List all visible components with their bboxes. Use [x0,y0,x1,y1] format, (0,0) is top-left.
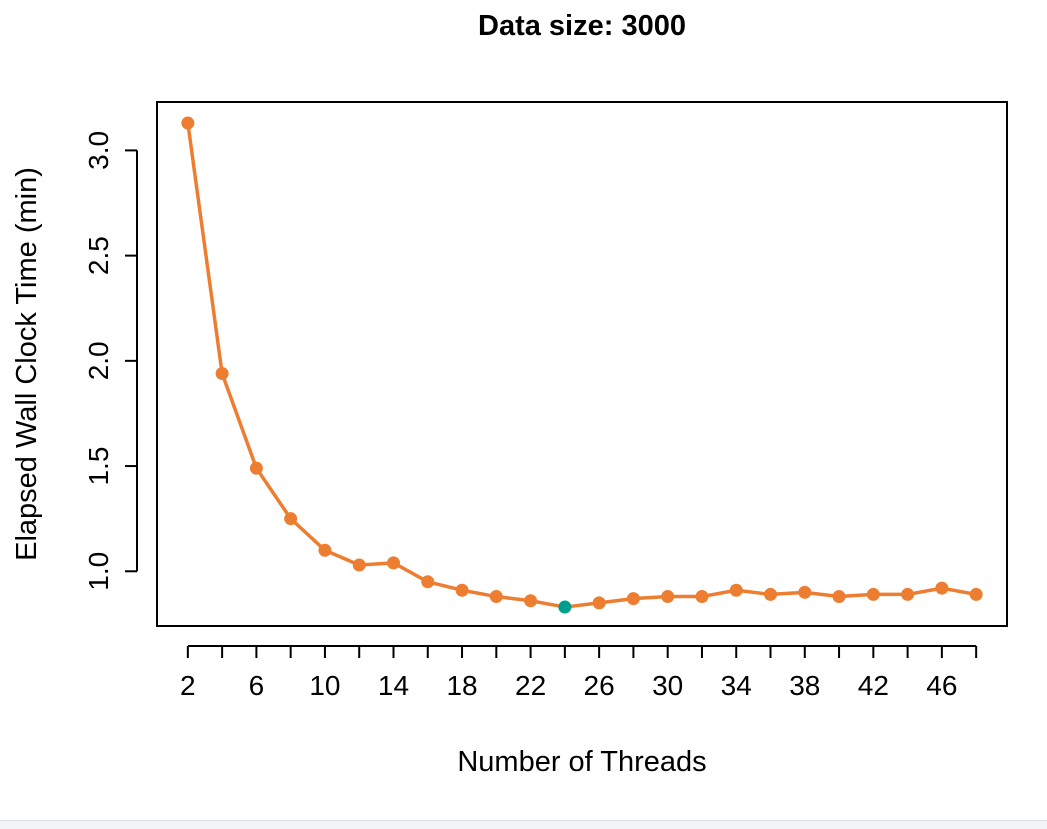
data-point [866,587,880,601]
y-tick-label: 2.5 [83,236,114,275]
x-tick-label: 18 [446,670,477,701]
data-point [626,592,640,606]
y-axis: 1.0 1.5 2.0 2.5 3.0 [83,131,138,591]
x-axis-label: Number of Threads [457,746,706,778]
data-point [592,596,606,610]
bottom-strip [0,820,1047,829]
data-point [386,556,400,570]
y-tick-label: 2.0 [83,341,114,380]
data-point [489,590,503,604]
data-point [764,587,778,601]
x-tick-label: 42 [858,670,889,701]
x-axis: 2 6 10 14 18 22 26 30 34 38 42 46 [180,645,978,701]
y-axis-label: Elapsed Wall Clock Time (min) [11,167,43,561]
x-tick-label: 2 [180,670,196,701]
data-point [729,583,743,597]
series-line [186,122,977,609]
highlight-point [558,600,572,614]
x-tick-label: 30 [652,670,683,701]
plot-frame [156,101,1008,627]
data-point [352,558,366,572]
series-layer [181,116,983,614]
data-point [524,594,538,608]
x-tick-label: 26 [584,670,615,701]
data-point [901,587,915,601]
data-point [215,366,229,380]
y-tick-label: 1.0 [83,552,114,591]
data-point [318,543,332,557]
data-point [455,583,469,597]
data-point [249,461,263,475]
data-point [421,575,435,589]
x-tick-label: 46 [926,670,957,701]
x-tick-label: 14 [378,670,409,701]
x-tick-label: 38 [789,670,820,701]
y-tick-label: 1.5 [83,447,114,486]
x-tick-label: 34 [721,670,752,701]
data-point [695,590,709,604]
chart-title: Data size: 3000 [478,10,686,42]
data-point [969,587,983,601]
y-tick-label: 3.0 [83,131,114,170]
data-point [935,581,949,595]
x-tick-label: 10 [309,670,340,701]
x-tick-label: 6 [249,670,265,701]
data-point [181,116,195,130]
data-point [798,585,812,599]
x-tick-label: 22 [515,670,546,701]
data-point [661,590,675,604]
data-point [284,512,298,526]
data-point [832,590,846,604]
